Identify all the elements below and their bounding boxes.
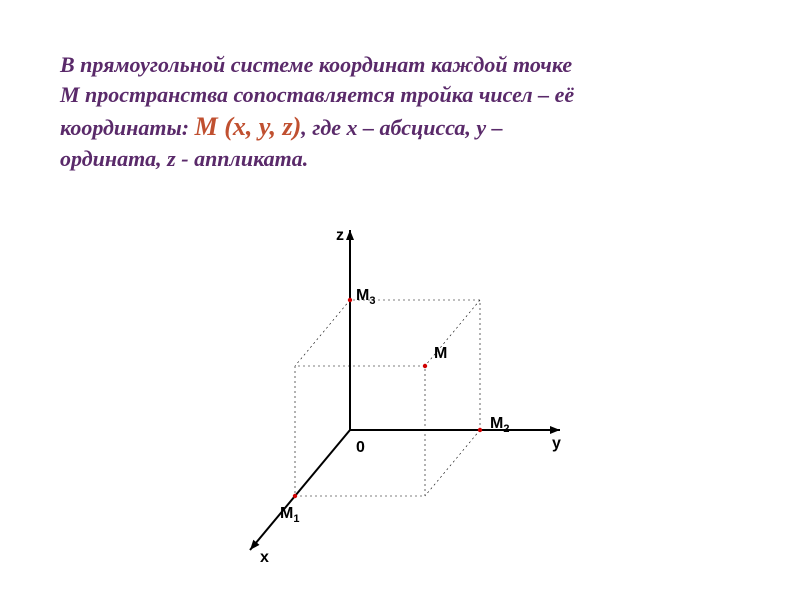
- point-M: [423, 364, 427, 368]
- cuboid-edge: [425, 430, 480, 496]
- axis-z-label: z: [336, 227, 344, 244]
- point-M2: [478, 428, 482, 432]
- cuboid-edge: [295, 300, 350, 366]
- text-line3: ордината, z - аппликата.: [60, 146, 308, 171]
- point-M3: [348, 298, 352, 302]
- axis-y-arrow: [550, 426, 560, 434]
- text-line1a: В прямоугольной системе координат каждой…: [60, 52, 572, 77]
- point-M1: [293, 494, 297, 498]
- description-text: В прямоугольной системе координат каждой…: [60, 50, 740, 174]
- coordinate-diagram: z y x 0 M M1 M2 M3: [160, 200, 640, 580]
- point-label-M2: M2: [490, 415, 509, 435]
- axis-x: [250, 430, 350, 550]
- axis-x-label: x: [260, 549, 269, 566]
- formula: М (x, y, z): [195, 112, 302, 141]
- text-line1b: М пространства сопоставляется тройка чис…: [60, 82, 574, 107]
- point-label-M: M: [434, 345, 447, 362]
- point-label-M1: M1: [280, 505, 299, 525]
- text-line2b: , где х – абсцисса, y –: [301, 115, 502, 140]
- text-line2a: координаты:: [60, 115, 195, 140]
- axis-y-label: y: [552, 435, 561, 452]
- point-label-M3: M3: [356, 287, 375, 307]
- axis-z-arrow: [346, 230, 354, 240]
- origin-label: 0: [356, 439, 365, 456]
